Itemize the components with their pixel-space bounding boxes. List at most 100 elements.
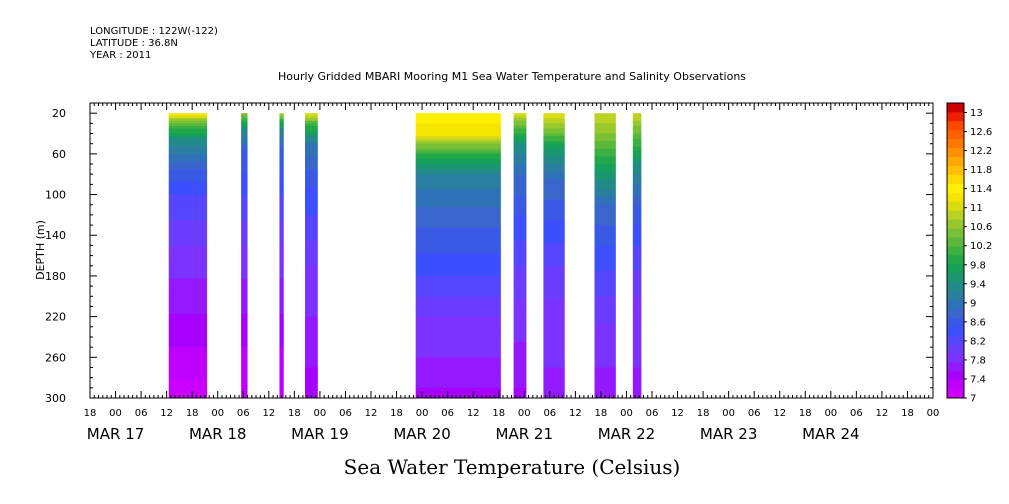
temperature-band <box>168 347 208 351</box>
temperature-band <box>279 291 284 295</box>
temperature-band <box>415 128 501 132</box>
temperature-band <box>241 212 248 216</box>
temperature-band <box>305 265 318 269</box>
temperature-band <box>415 242 501 247</box>
temperature-band <box>279 301 284 305</box>
temperature-band <box>543 207 565 211</box>
temperature-band <box>241 118 248 122</box>
colorbar-swatch <box>947 254 964 265</box>
temperature-band <box>632 214 642 219</box>
temperature-band <box>594 342 616 346</box>
temperature-band <box>632 303 642 308</box>
temperature-band <box>415 331 501 336</box>
colorbar-swatch <box>947 335 964 345</box>
temperature-band <box>305 151 318 155</box>
temperature-band <box>543 202 565 206</box>
temperature-band <box>513 319 527 323</box>
temperature-band <box>241 128 248 132</box>
temperature-band <box>594 260 616 264</box>
temperature-band <box>279 347 284 351</box>
temperature-band <box>279 184 284 188</box>
temperature-band <box>305 222 318 226</box>
x-tick-label: 18 <box>84 408 97 419</box>
temperature-band <box>241 138 248 142</box>
temperature-band <box>543 171 565 175</box>
temperature-band <box>168 253 208 257</box>
temperature-band <box>415 329 501 333</box>
temperature-band <box>513 362 527 366</box>
temperature-band <box>279 385 284 389</box>
temperature-band <box>543 349 565 353</box>
temperature-band <box>632 207 642 211</box>
temperature-band <box>513 225 527 229</box>
temperature-band <box>241 385 248 389</box>
temperature-band <box>279 240 284 244</box>
temperature-band <box>279 296 284 300</box>
temperature-band <box>632 395 642 398</box>
temperature-band <box>279 199 284 203</box>
temperature-band <box>415 164 501 168</box>
temperature-band <box>305 349 318 353</box>
x-date-label: MAR 20 <box>393 425 450 443</box>
temperature-band <box>415 192 501 196</box>
temperature-band <box>632 219 642 224</box>
temperature-band <box>241 359 248 363</box>
colorbar-swatch <box>947 380 964 390</box>
temperature-band <box>305 306 318 310</box>
temperature-band <box>632 230 642 234</box>
temperature-band <box>305 143 318 147</box>
temperature-band <box>594 354 616 358</box>
temperature-band <box>279 166 284 170</box>
temperature-band <box>279 364 284 369</box>
colorbar-swatch <box>947 362 964 372</box>
temperature-band <box>241 334 248 338</box>
temperature-band <box>305 296 318 300</box>
temperature-band <box>168 179 208 183</box>
axes: 18 00 06 12 18 00 06 12 18 00 06 12 18 00 06 12 18 00 06 12… <box>45 103 939 443</box>
temperature-band <box>415 194 501 198</box>
x-date-label: MAR 17 <box>87 425 144 443</box>
temperature-band <box>168 161 208 165</box>
temperature-band <box>415 171 501 175</box>
temperature-band <box>594 347 616 351</box>
temperature-band <box>513 291 527 295</box>
temperature-band <box>594 169 616 173</box>
temperature-band <box>632 156 642 160</box>
temperature-band <box>415 113 501 117</box>
temperature-band <box>305 263 318 267</box>
temperature-band <box>513 227 527 231</box>
temperature-band <box>632 179 642 183</box>
temperature-band <box>632 385 642 389</box>
temperature-band <box>415 382 501 386</box>
temperature-band <box>415 130 501 135</box>
temperature-band <box>305 133 318 137</box>
temperature-band <box>279 179 284 183</box>
temperature-band <box>415 146 501 150</box>
temperature-band <box>632 329 642 333</box>
temperature-band <box>594 225 616 229</box>
temperature-band <box>632 380 642 384</box>
temperature-band <box>594 298 616 302</box>
temperature-band <box>513 207 527 211</box>
temperature-band <box>513 311 527 315</box>
temperature-band <box>632 202 642 206</box>
temperature-band <box>632 319 642 323</box>
temperature-band <box>168 306 208 310</box>
x-tick-label: 18 <box>288 408 301 419</box>
temperature-band <box>168 219 208 224</box>
temperature-band <box>279 219 284 224</box>
temperature-band <box>168 301 208 305</box>
temperature-band <box>305 250 318 254</box>
temperature-band <box>279 174 284 178</box>
temperature-band <box>305 120 318 124</box>
temperature-band <box>305 174 318 178</box>
temperature-band <box>594 339 616 343</box>
temperature-band <box>632 181 642 185</box>
temperature-band <box>594 352 616 356</box>
temperature-band <box>415 258 501 262</box>
temperature-band <box>168 311 208 315</box>
temperature-band <box>513 222 527 226</box>
temperature-band <box>632 174 642 178</box>
temperature-band <box>594 141 616 145</box>
temperature-band <box>513 288 527 292</box>
